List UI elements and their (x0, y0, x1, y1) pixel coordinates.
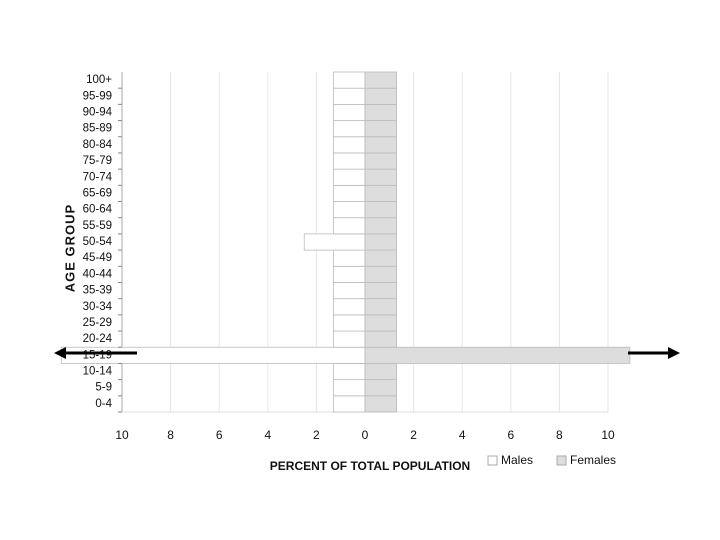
bar (364, 217, 397, 235)
bar (333, 330, 366, 348)
y-tick-label: 95-99 (83, 90, 112, 102)
bar (364, 282, 397, 300)
bar (333, 314, 366, 332)
y-tick-label: 60-64 (83, 204, 113, 216)
y-tick-label: 5-9 (95, 382, 112, 394)
x-tick-label: 8 (167, 428, 174, 442)
bar (364, 201, 397, 219)
bar (364, 87, 397, 105)
bar (333, 184, 366, 202)
y-tick-label: 90-94 (83, 107, 113, 119)
y-tick-label: 55-59 (83, 220, 112, 232)
bar (333, 265, 366, 283)
bar (364, 379, 397, 397)
x-tick-label: 8 (556, 428, 563, 442)
y-tick-label: 100+ (86, 74, 112, 86)
y-tick-label: 30-34 (83, 301, 113, 313)
x-tick-label: 6 (216, 428, 223, 442)
y-axis-label: AGE GROUP (62, 204, 77, 292)
bar (333, 395, 366, 413)
legend-swatch (556, 455, 567, 466)
bar (333, 152, 366, 170)
y-tick-label: 50-54 (83, 236, 113, 248)
legend-swatch (487, 455, 498, 466)
bar (364, 168, 397, 186)
bar (333, 136, 366, 154)
x-tick-label: 2 (313, 428, 320, 442)
y-tick-label: 45-49 (83, 252, 112, 264)
bar (333, 120, 366, 138)
bar (333, 217, 366, 235)
bar (364, 363, 397, 381)
bar (333, 168, 366, 186)
y-tick-label: 0-4 (95, 398, 112, 410)
bar (333, 363, 366, 381)
bar (364, 233, 397, 251)
y-tick-label: 20-24 (83, 333, 113, 345)
x-tick-label: 2 (410, 428, 417, 442)
bar (364, 314, 397, 332)
x-tick-label: 0 (362, 428, 369, 442)
bar (364, 120, 397, 138)
arrows (54, 347, 680, 359)
y-tick-label: 65-69 (83, 187, 112, 199)
x-tick-label: 10 (115, 428, 129, 442)
bar (333, 87, 366, 105)
x-tick-label: 4 (264, 428, 271, 442)
y-tick-label: 15-19 (83, 349, 112, 361)
x-axis-label: PERCENT OF TOTAL POPULATION (270, 459, 470, 473)
bar (364, 103, 397, 121)
x-tick-label: 4 (459, 428, 466, 442)
bar (364, 71, 397, 89)
bar (333, 71, 366, 89)
bar (333, 249, 366, 267)
bar (333, 379, 366, 397)
bar (333, 298, 366, 316)
bar (364, 298, 397, 316)
bar (364, 346, 631, 364)
legend-label: Males (501, 453, 533, 467)
y-tick-label: 85-89 (83, 123, 112, 135)
legend-label: Females (570, 453, 616, 467)
y-tick-label: 10-14 (83, 366, 113, 378)
bar (364, 249, 397, 267)
y-tick-label: 25-29 (83, 317, 112, 329)
x-tick-label: 6 (507, 428, 514, 442)
y-tick-label: 35-39 (83, 285, 112, 297)
x-tick-label: 10 (601, 428, 615, 442)
bar (364, 184, 397, 202)
bar (333, 282, 366, 300)
bar (364, 136, 397, 154)
bar (364, 395, 397, 413)
y-tick-label: 70-74 (83, 171, 113, 183)
bar (333, 103, 366, 121)
bar (333, 201, 366, 219)
y-tick-label: 80-84 (83, 139, 113, 151)
y-tick-label: 75-79 (83, 155, 112, 167)
bar (364, 265, 397, 283)
bar (364, 330, 397, 348)
y-tick-label: 40-44 (83, 268, 113, 280)
bar (364, 152, 397, 170)
bar (303, 233, 366, 251)
